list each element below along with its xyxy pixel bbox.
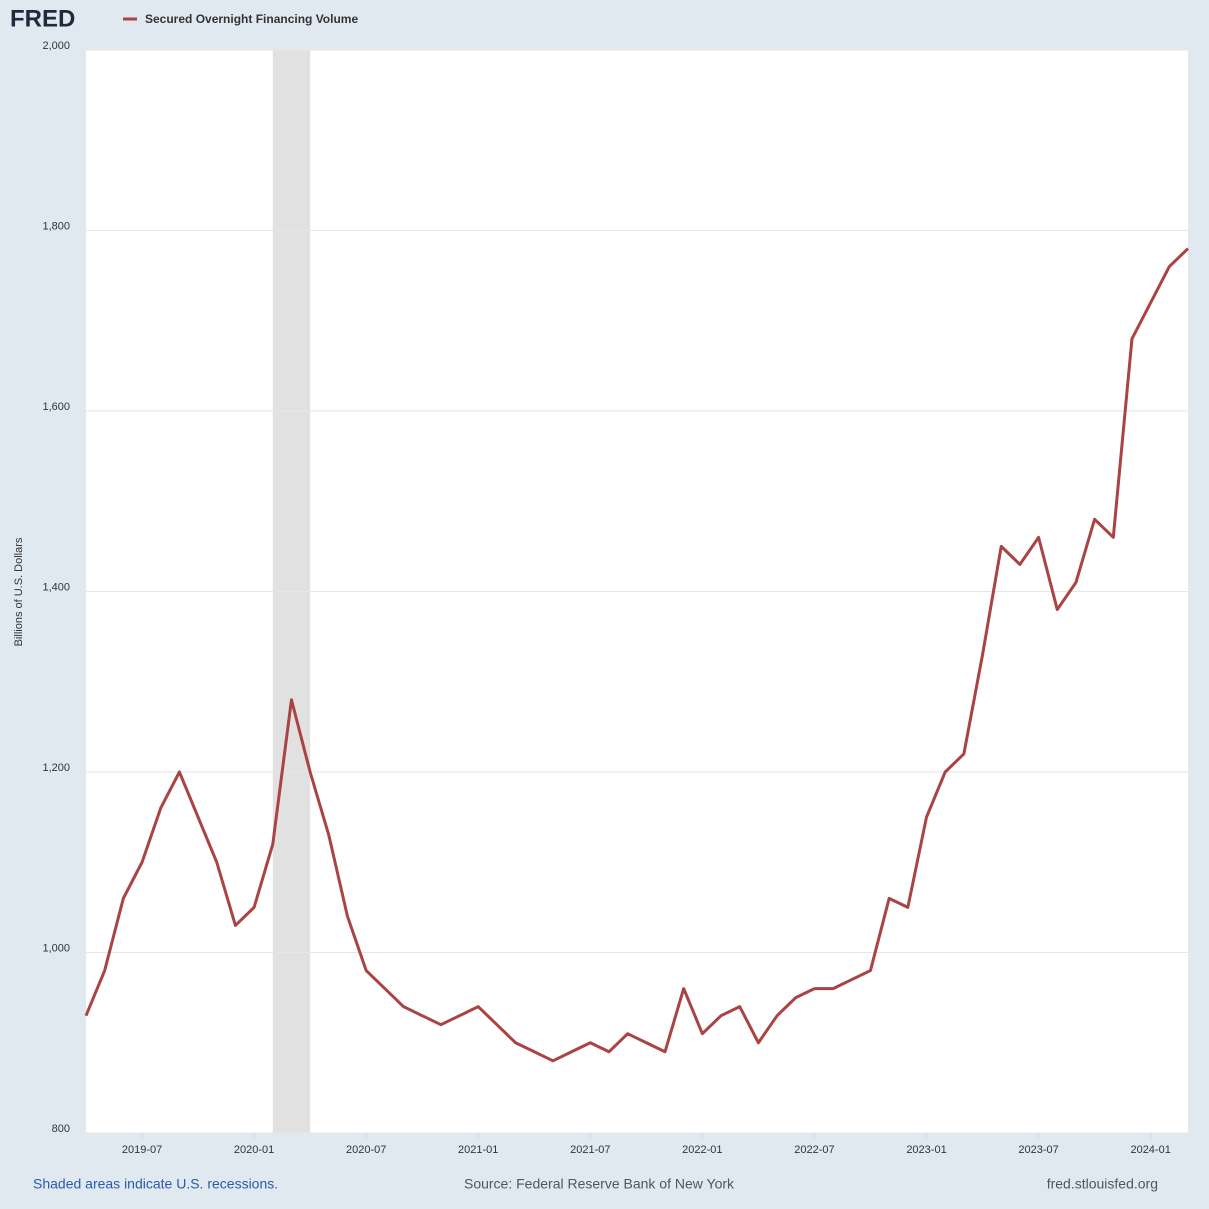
y-tick-label: 1,600 — [42, 401, 70, 413]
y-axis-label: Billions of U.S. Dollars — [13, 537, 25, 646]
x-tick-label: 2022-01 — [682, 1144, 722, 1156]
x-tick-label: 2021-07 — [570, 1144, 610, 1156]
y-tick-label: 1,200 — [42, 762, 70, 774]
y-tick-label: 2,000 — [42, 40, 70, 52]
brand-logo[interactable]: FRED — [10, 5, 75, 32]
x-tick-label: 2021-01 — [458, 1144, 498, 1156]
y-tick-label: 1,000 — [42, 942, 70, 954]
x-tick-label: 2023-07 — [1018, 1144, 1058, 1156]
x-tick-label: 2019-07 — [122, 1144, 162, 1156]
x-tick-label: 2024-01 — [1130, 1144, 1170, 1156]
x-tick-label: 2022-07 — [794, 1144, 834, 1156]
y-tick-label: 1,400 — [42, 581, 70, 593]
x-tick-label: 2020-07 — [346, 1144, 386, 1156]
data-line — [84, 247, 1190, 1063]
legend-title: Secured Overnight Financing Volume — [145, 12, 358, 26]
y-tick-label: 800 — [52, 1123, 70, 1135]
source: Source: Federal Reserve Bank of New York — [464, 1176, 735, 1192]
y-tick-label: 1,800 — [42, 220, 70, 232]
x-tick-label: 2023-01 — [906, 1144, 946, 1156]
site-link[interactable]: fred.stlouisfed.org — [1047, 1176, 1158, 1192]
x-tick-label: 2020-01 — [234, 1144, 274, 1156]
recession-note[interactable]: Shaded areas indicate U.S. recessions. — [33, 1176, 278, 1192]
